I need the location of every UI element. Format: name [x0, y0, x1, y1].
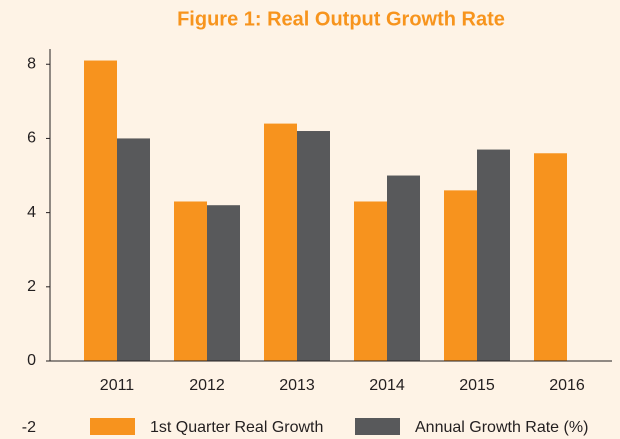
bar [207, 205, 240, 362]
x-tick-label: 2012 [189, 377, 225, 394]
y-tick-label: 0 [27, 352, 36, 369]
chart-title: Figure 1: Real Output Growth Rate [177, 8, 505, 30]
y-tick-label: 2 [27, 278, 36, 295]
y-tick-label: 8 [27, 55, 36, 72]
bar [117, 138, 150, 362]
bar [174, 201, 207, 362]
x-tick-label: 2016 [549, 377, 585, 394]
legend-label: 1st Quarter Real Growth [150, 419, 323, 436]
x-tick-label: 2014 [369, 377, 405, 394]
legend-swatch [90, 418, 135, 435]
y-tick-label: -2 [22, 419, 36, 436]
bar [264, 123, 297, 362]
y-tick-label: 4 [27, 204, 36, 221]
x-tick-label: 2011 [100, 377, 135, 394]
bar [84, 60, 117, 362]
bar [354, 201, 387, 362]
x-tick-label: 2015 [459, 377, 495, 394]
bar [534, 153, 567, 362]
bar [297, 131, 330, 362]
legend-swatch [355, 418, 400, 435]
legend-label: Annual Growth Rate (%) [415, 419, 588, 436]
bar [477, 149, 510, 362]
y-tick-label: 6 [27, 130, 36, 147]
bar [444, 190, 477, 362]
x-tick-label: 2013 [279, 377, 315, 394]
bar [387, 175, 420, 362]
